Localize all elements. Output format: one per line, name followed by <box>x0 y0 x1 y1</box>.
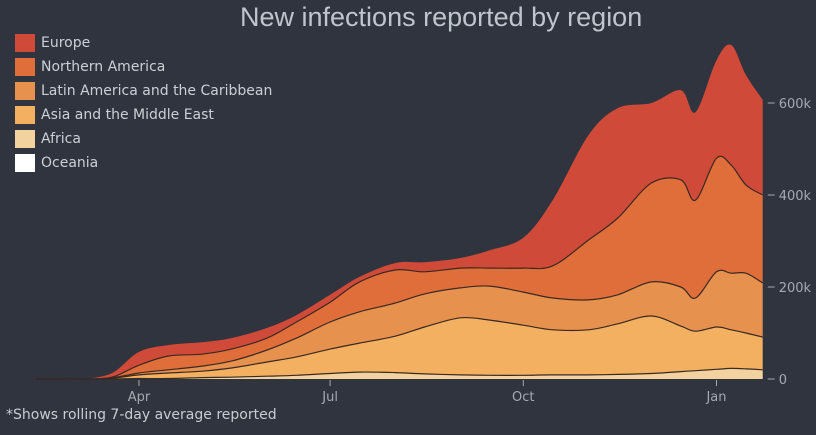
boundary-lines <box>36 155 764 380</box>
footnote: *Shows rolling 7-day average reported <box>6 407 277 423</box>
line-asia-and-the-middle-east <box>36 315 763 380</box>
legend-label: Europe <box>41 35 91 51</box>
x-tick-label: Jan <box>705 390 726 405</box>
legend-swatch-asia-middle-east <box>15 106 35 124</box>
line-africa <box>36 367 763 380</box>
legend-label: Latin America and the Caribbean <box>41 83 273 99</box>
legend: Europe Northern America Latin America an… <box>15 31 272 175</box>
legend-item-oceania[interactable]: Oceania <box>15 151 272 175</box>
area-asia-and-the-middle-east[interactable] <box>36 315 763 380</box>
x-tick-label: Oct <box>512 390 534 405</box>
y-axis: 0 200k 400k 600k <box>767 97 812 388</box>
legend-label: Northern America <box>41 59 166 75</box>
y-tick-label: 200k <box>779 281 812 296</box>
x-tick-label: Apr <box>128 390 151 405</box>
y-tick-label: 400k <box>779 189 812 204</box>
y-tick-label: 0 <box>779 373 787 388</box>
legend-item-latin-america[interactable]: Latin America and the Caribbean <box>15 79 272 103</box>
legend-swatch-africa <box>15 130 35 148</box>
area-africa[interactable] <box>36 368 763 380</box>
legend-item-asia-middle-east[interactable]: Asia and the Middle East <box>15 103 272 127</box>
x-axis: Apr Jul Oct Jan <box>128 380 727 405</box>
legend-item-africa[interactable]: Africa <box>15 127 272 151</box>
area-latin-america-and-the-caribbean[interactable] <box>36 270 763 380</box>
legend-item-northern-america[interactable]: Northern America <box>15 55 272 79</box>
legend-swatch-northern-america <box>15 58 35 76</box>
area-europe[interactable] <box>36 44 763 380</box>
line-latin-america-and-the-caribbean <box>36 269 764 380</box>
y-tick-label: 600k <box>779 97 812 112</box>
legend-swatch-latin-america <box>15 82 35 100</box>
legend-label: Africa <box>41 131 81 147</box>
legend-swatch-europe <box>15 34 35 52</box>
legend-swatch-oceania <box>15 154 35 172</box>
legend-label: Asia and the Middle East <box>41 107 214 123</box>
chart-title: New infections reported by region <box>240 2 643 32</box>
line-northern-america <box>36 155 764 380</box>
legend-item-europe[interactable]: Europe <box>15 31 272 55</box>
legend-label: Oceania <box>41 155 99 171</box>
area-northern-america[interactable] <box>36 156 763 380</box>
x-tick-label: Jul <box>321 390 338 405</box>
area-layers <box>36 44 763 380</box>
